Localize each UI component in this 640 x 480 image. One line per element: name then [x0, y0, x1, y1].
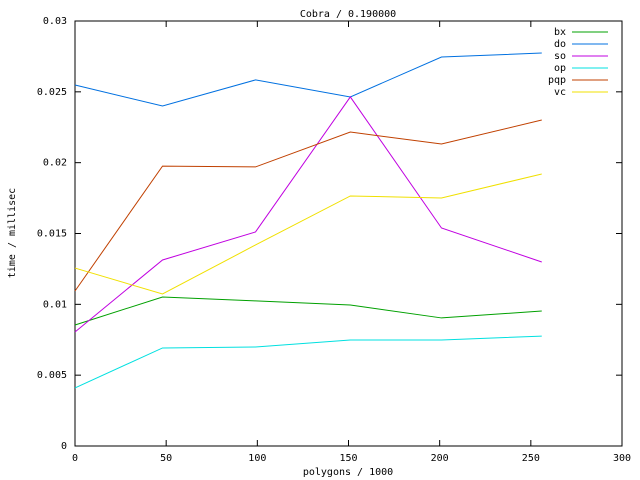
legend-label: bx: [554, 27, 566, 38]
legend-label: pqp: [548, 75, 566, 86]
plot-frame: [74, 20, 623, 447]
y-axis-label: time / millisec: [7, 188, 18, 278]
y-tick-label: 0.03: [43, 16, 67, 27]
series-line: [74, 335, 542, 389]
series-line: [74, 296, 542, 326]
y-tick-label: 0.01: [43, 299, 67, 310]
legend-label: op: [554, 63, 566, 74]
y-tick-label: 0.015: [37, 229, 67, 240]
series-line: [74, 96, 542, 333]
x-tick-label: 50: [160, 453, 172, 464]
x-tick-label: 300: [613, 453, 631, 464]
x-tick-label: 0: [72, 453, 78, 464]
series-line: [74, 52, 542, 107]
legend-label: so: [554, 51, 566, 62]
x-tick-label: 200: [431, 453, 449, 464]
chart-title: Cobra / 0.190000: [300, 9, 396, 20]
x-tick-label: 250: [522, 453, 540, 464]
y-tick-label: 0.005: [37, 370, 67, 381]
y-tick-label: 0.02: [43, 158, 67, 169]
y-tick-label: 0.025: [37, 87, 67, 98]
x-axis-label: polygons / 1000: [303, 467, 393, 478]
series-line: [74, 119, 542, 292]
legend-label: do: [554, 39, 566, 50]
legend-label: vc: [554, 87, 566, 98]
series-line: [74, 173, 542, 295]
x-tick-label: 150: [339, 453, 357, 464]
x-tick-label: 100: [248, 453, 266, 464]
y-tick-label: 0: [61, 441, 67, 452]
